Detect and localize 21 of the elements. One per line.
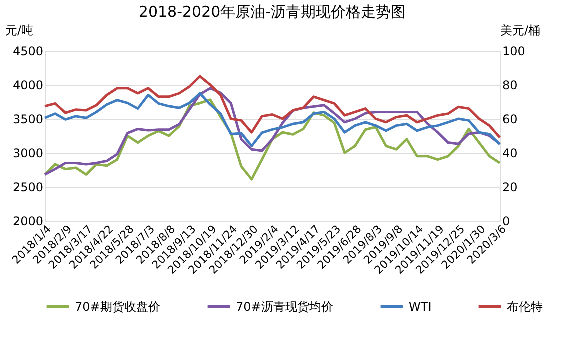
y2-tick-label: 0 [502, 214, 510, 228]
line-series [44, 92, 502, 148]
chart-title: 2018-2020年原油-沥青期现价格走势图 [138, 3, 406, 21]
legend-label: 布伦特 [507, 300, 543, 314]
y-axis-title: 元/吨 [6, 24, 34, 38]
y2-tick-label: 60 [502, 112, 518, 126]
y2-tick-label: 80 [502, 78, 518, 92]
y-tick-label: 3000 [12, 146, 44, 160]
legend-label: 70#期货收盘价 [75, 300, 160, 314]
y2-tick-label: 40 [502, 146, 518, 160]
y-tick-label: 2500 [12, 180, 44, 194]
legend-label: WTI [409, 300, 432, 314]
y2-tick-label: 20 [502, 180, 518, 194]
y2-axis-title: 美元/桶 [500, 24, 540, 38]
line-series [44, 75, 502, 139]
y-tick-label: 3500 [12, 112, 44, 126]
y-tick-label: 2000 [12, 214, 44, 228]
y-tick-label: 4500 [12, 44, 44, 58]
legend-label: 70#沥青现货均价 [236, 300, 334, 314]
y2-tick-label: 100 [502, 44, 526, 58]
y-tick-label: 4000 [12, 78, 44, 92]
